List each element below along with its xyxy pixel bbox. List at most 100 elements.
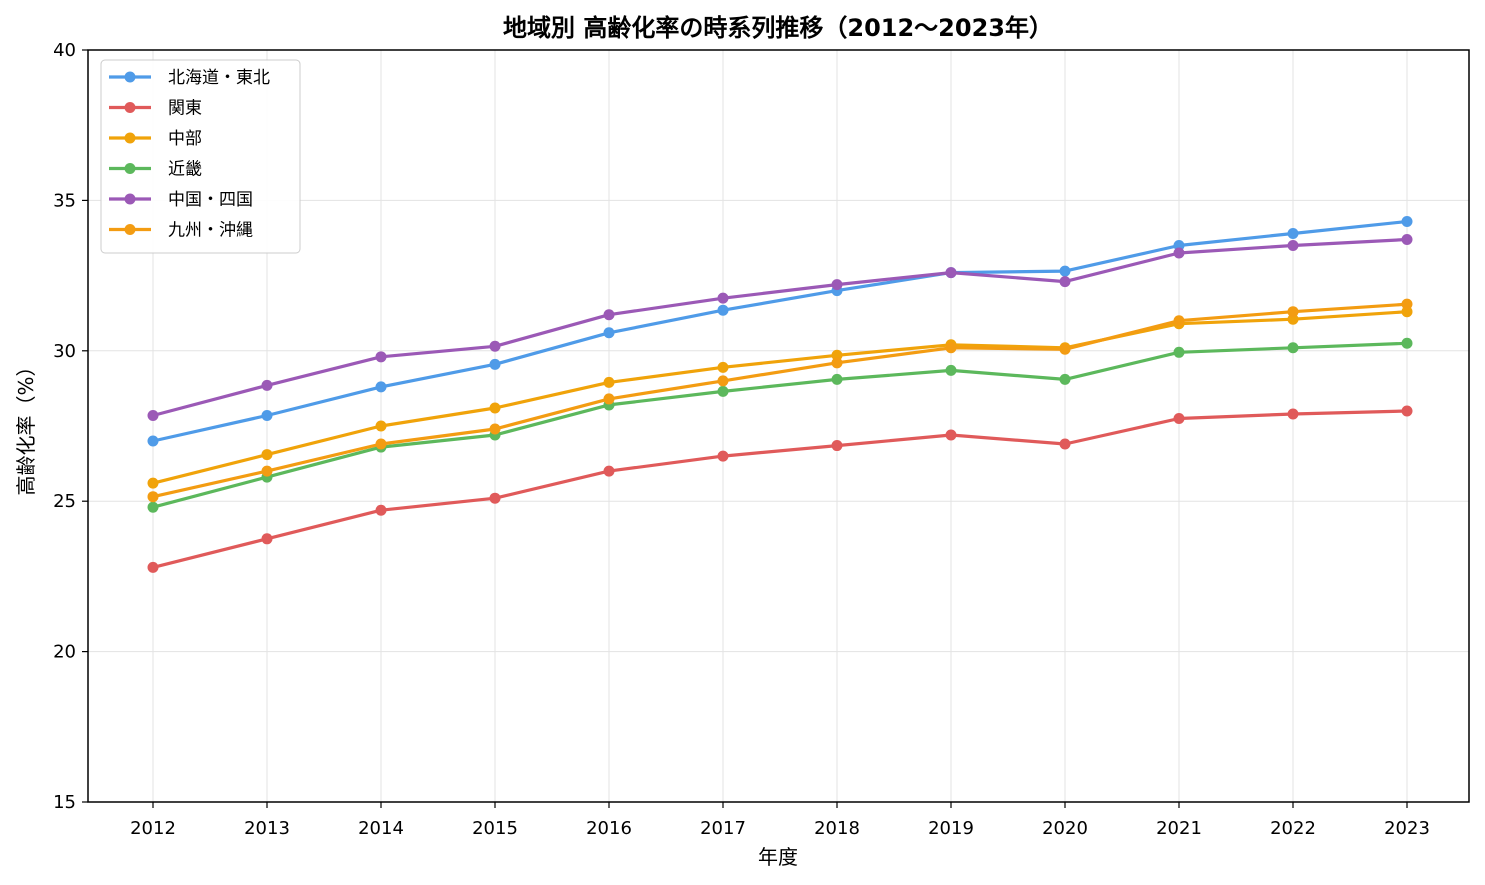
data-point	[375, 381, 387, 393]
data-point	[1059, 373, 1071, 385]
data-point	[489, 340, 501, 352]
series-3	[147, 337, 1413, 513]
data-point	[489, 423, 501, 435]
x-axis-label: 年度	[758, 845, 798, 869]
legend-label: 中部	[168, 129, 202, 149]
legend-marker	[124, 71, 136, 83]
series-line	[152, 302, 1408, 499]
data-point	[147, 435, 159, 447]
legend-item: 中部	[109, 129, 202, 149]
series-4	[147, 234, 1413, 421]
data-point	[1401, 234, 1413, 246]
x-axis: 2012 2013 2014 2015 2016 2017 2018 2019 2020 2021…	[130, 802, 1430, 839]
legend-item: 九州・沖縄	[109, 221, 253, 241]
y-tick-label: 20	[53, 642, 76, 663]
x-tick-label: 2022	[1270, 818, 1316, 839]
legend-item: 関東	[109, 99, 202, 119]
data-point	[147, 501, 159, 513]
data-point	[1287, 240, 1299, 252]
x-tick-label: 2016	[586, 818, 632, 839]
x-tick-label: 2018	[814, 818, 860, 839]
data-point	[1287, 342, 1299, 354]
legend-marker	[124, 193, 136, 205]
data-point	[945, 267, 957, 279]
y-tick-label: 15	[53, 792, 76, 813]
legend-label: 九州・沖縄	[168, 221, 253, 241]
data-point	[1173, 412, 1185, 424]
legend-item: 近畿	[109, 160, 202, 180]
data-point	[603, 309, 615, 321]
legend-marker	[124, 132, 136, 144]
legend-marker	[124, 224, 136, 235]
data-point	[1287, 306, 1299, 318]
data-point	[831, 349, 843, 361]
data-point	[1173, 240, 1185, 252]
x-tick-label: 2014	[358, 818, 404, 839]
series-line	[152, 310, 1408, 485]
y-tick-label: 25	[53, 491, 76, 512]
series-line	[152, 219, 1408, 443]
series-line	[152, 237, 1408, 418]
data-point	[1059, 343, 1071, 355]
x-tick-label: 2019	[928, 818, 974, 839]
data-point	[1059, 438, 1071, 450]
data-point	[945, 342, 957, 354]
data-point	[1173, 247, 1185, 259]
data-point	[147, 561, 159, 573]
legend-label: 中国・四国	[168, 190, 253, 210]
legend-marker	[124, 102, 136, 113]
data-point	[1173, 315, 1185, 327]
legend-item: 北海道・東北	[109, 68, 270, 88]
data-point	[717, 292, 729, 304]
y-tick-label: 30	[53, 341, 76, 362]
legend-item: 中国・四国	[109, 190, 253, 210]
data-point	[831, 373, 843, 385]
y-axis-label: 高齢化率（%）	[14, 356, 38, 495]
data-point	[1401, 337, 1413, 349]
data-point	[375, 420, 387, 432]
data-point	[603, 465, 615, 477]
series-group	[147, 215, 1413, 573]
data-point	[945, 364, 957, 376]
data-point	[717, 450, 729, 462]
data-point	[1287, 313, 1299, 325]
legend-label: 近畿	[168, 160, 202, 180]
x-tick-label: 2015	[472, 818, 518, 839]
data-point	[1059, 265, 1071, 277]
data-point	[603, 327, 615, 339]
x-tick-label: 2012	[130, 818, 176, 839]
data-point	[375, 438, 387, 450]
data-point	[831, 357, 843, 369]
data-point	[261, 533, 273, 545]
data-point	[831, 279, 843, 291]
data-point	[717, 375, 729, 387]
plot-frame	[87, 49, 1470, 803]
chart-title: 地域別 高齢化率の時系列推移（2012〜2023年）	[503, 14, 1053, 42]
data-point	[1287, 227, 1299, 239]
data-point	[1401, 215, 1413, 227]
x-tick-label: 2017	[700, 818, 746, 839]
data-point	[717, 361, 729, 373]
data-point	[831, 440, 843, 452]
series-line	[152, 341, 1408, 509]
data-point	[147, 477, 159, 489]
data-point	[489, 492, 501, 504]
legend-marker	[124, 163, 136, 174]
x-tick-label: 2020	[1042, 818, 1088, 839]
data-point	[945, 429, 957, 441]
legend-label: 北海道・東北	[168, 68, 270, 88]
series-1	[147, 405, 1413, 573]
x-tick-label: 2013	[244, 818, 290, 839]
x-tick-label: 2023	[1384, 818, 1430, 839]
data-point	[489, 402, 501, 414]
series-line	[152, 409, 1408, 569]
x-tick-label: 2021	[1156, 818, 1202, 839]
data-point	[261, 465, 273, 477]
data-point	[1173, 346, 1185, 358]
data-point	[147, 491, 159, 503]
data-point	[717, 304, 729, 316]
data-point	[489, 358, 501, 370]
data-point	[261, 409, 273, 421]
